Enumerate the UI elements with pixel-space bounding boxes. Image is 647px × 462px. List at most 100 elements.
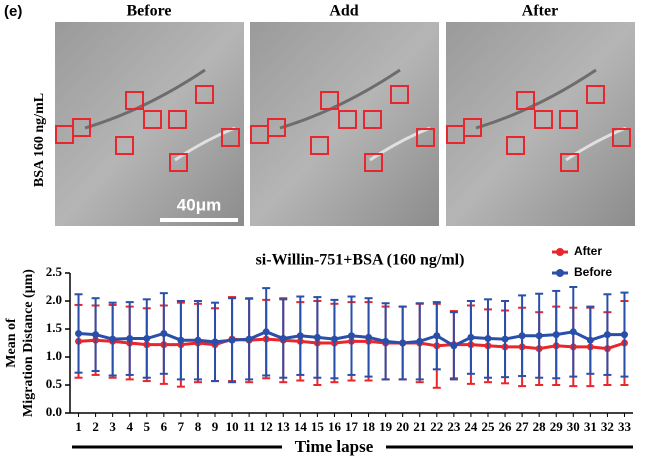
point: [382, 337, 390, 345]
x-tick-label: 10: [226, 419, 239, 434]
chart-title: si-Willin-751+BSA (160 ng/ml): [256, 252, 465, 269]
y-tick-label: 0.0: [46, 404, 62, 419]
x-tick-label: 12: [260, 419, 273, 434]
y-tick-label: 2.0: [46, 292, 62, 307]
point: [450, 342, 458, 350]
x-tick-label: 29: [550, 419, 564, 434]
point: [109, 335, 117, 343]
roi-box: [559, 110, 578, 129]
x-tick-label: 22: [430, 419, 443, 434]
roi-box: [364, 153, 383, 172]
x-tick-label: 11: [243, 419, 255, 434]
point: [279, 335, 287, 343]
point: [313, 333, 321, 341]
point: [245, 335, 253, 343]
roi-box: [168, 110, 187, 129]
roi-box: [195, 85, 214, 104]
point: [433, 332, 441, 340]
point: [484, 335, 492, 343]
point: [211, 338, 219, 346]
point: [399, 339, 407, 347]
point: [620, 331, 628, 339]
roi-box: [463, 118, 482, 137]
point: [330, 335, 338, 343]
point: [501, 335, 509, 343]
x-tick-label: 4: [126, 419, 133, 434]
x-tick-label: 7: [178, 419, 185, 434]
roi-box: [115, 136, 134, 155]
point: [143, 335, 151, 343]
roi-box: [363, 110, 382, 129]
x-tick-label: 23: [447, 419, 461, 434]
roi-box: [416, 128, 435, 147]
x-tick-label: 19: [379, 419, 393, 434]
chart: si-Willin-751+BSA (160 ng/ml) Mean of Migr…: [4, 244, 633, 458]
x-tick-label: 8: [195, 419, 202, 434]
roi-box: [338, 110, 357, 129]
y-tick-label: 1.5: [46, 320, 63, 335]
scale-bar-label: 40μm: [177, 195, 221, 214]
y-tick-label: 2.5: [46, 264, 63, 279]
cell: [475, 68, 597, 130]
micrograph: [446, 22, 635, 226]
x-tick-label: 3: [109, 419, 116, 434]
x-tick-label: 15: [311, 419, 325, 434]
y-axis-label: Migration Distance (μm): [21, 269, 36, 417]
point: [262, 328, 270, 336]
x-tick-label: 20: [396, 419, 409, 434]
point: [535, 332, 543, 340]
point: [296, 332, 304, 340]
roi-box: [310, 136, 329, 155]
cell: [174, 126, 236, 162]
point: [586, 336, 594, 344]
x-tick-label: 9: [212, 419, 219, 434]
x-tick-label: 28: [533, 419, 547, 434]
y-tick-label: 0.5: [46, 376, 63, 391]
cell: [369, 126, 431, 162]
roi-box: [612, 128, 631, 147]
x-tick-label: 18: [362, 419, 376, 434]
x-tick-label: 13: [277, 419, 291, 434]
x-tick-label: 27: [516, 419, 530, 434]
micrograph: [250, 22, 439, 226]
legend-marker: [556, 269, 564, 277]
cell: [84, 68, 206, 130]
point: [92, 331, 100, 339]
roi-box: [506, 136, 525, 155]
roi-box: [221, 128, 240, 147]
point: [552, 331, 560, 339]
y-tick-label: 1.0: [46, 348, 62, 363]
cell: [565, 126, 627, 162]
row-label: BSA 160 ng/mL: [32, 93, 47, 187]
point: [603, 331, 611, 339]
roi-box: [169, 153, 188, 172]
column-title: Add: [329, 3, 358, 20]
x-tick-label: 5: [144, 419, 151, 434]
point: [416, 337, 424, 345]
point: [75, 329, 83, 337]
point: [177, 336, 185, 344]
legend-label: After: [574, 244, 602, 258]
roi-box: [125, 91, 144, 110]
point: [126, 335, 134, 343]
column-title: After: [522, 3, 558, 20]
x-tick-label: 32: [601, 419, 614, 434]
roi-box: [267, 118, 286, 137]
point: [194, 336, 202, 344]
x-tick-label: 2: [92, 419, 99, 434]
point: [365, 333, 373, 341]
point: [348, 332, 355, 340]
x-tick-label: 26: [499, 419, 513, 434]
x-tick-label: 16: [328, 419, 342, 434]
roi-box: [560, 153, 579, 172]
x-tick-label: 31: [584, 419, 597, 434]
x-tick-label: 6: [161, 419, 168, 434]
image-panels: [55, 22, 635, 226]
roi-box: [320, 91, 339, 110]
roi-box: [534, 110, 553, 129]
legend-marker: [556, 248, 564, 256]
x-tick-label: 14: [294, 419, 308, 434]
x-axis-label: Time lapse: [295, 437, 374, 456]
roi-box: [143, 110, 162, 129]
